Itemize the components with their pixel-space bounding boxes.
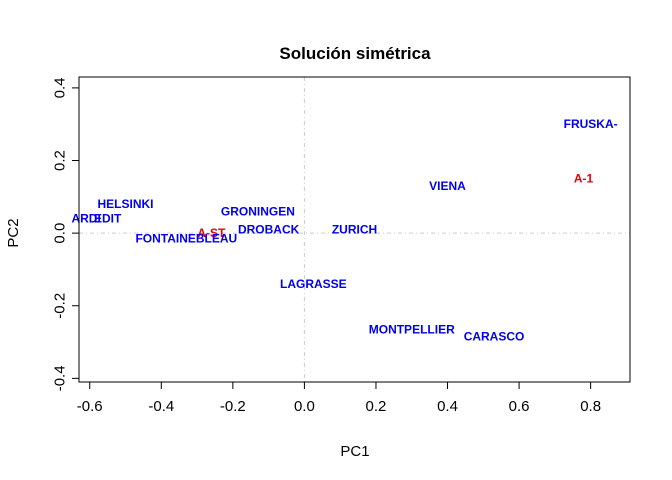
- point-label: GRONINGEN: [221, 204, 295, 218]
- point-label: FONTAINEBLEAU: [135, 232, 237, 246]
- x-tick-label: 0.2: [366, 398, 387, 415]
- y-tick-label: 0.0: [52, 223, 69, 244]
- x-tick-label: 0.0: [294, 398, 315, 415]
- y-tick-label: 0.2: [52, 150, 69, 171]
- point-label: A-1: [574, 172, 594, 186]
- x-tick-label: 0.4: [437, 398, 458, 415]
- point-label: LAGRASSE: [280, 277, 347, 291]
- x-tick-label: -0.2: [220, 398, 246, 415]
- reference-lines: [79, 77, 630, 382]
- point-label: ZURICH: [332, 223, 377, 237]
- point-label: CARASCO: [464, 330, 525, 344]
- plot-frame: [78, 76, 631, 383]
- axes: -0.6 -0.4 -0.2 0.0 0.2 0.4 0.6 0.8 -0.4 -0.2 0.0 0.…: [52, 77, 602, 415]
- chart-title: Solución simétrica: [279, 44, 431, 63]
- x-tick-label: -0.6: [77, 398, 103, 415]
- x-tick-label: 0.6: [509, 398, 530, 415]
- x-axis-label: PC1: [340, 443, 369, 460]
- y-tick-label: 0.4: [52, 77, 69, 98]
- x-tick-label: -0.4: [148, 398, 174, 415]
- y-tick-label: -0.2: [52, 293, 69, 319]
- y-tick-label: -0.4: [52, 365, 69, 391]
- point-labels: FRUSKA-A-1VIENAHELSINKIGRONINGENARDIEDIT…: [71, 117, 617, 343]
- point-label: VIENA: [429, 179, 466, 193]
- x-tick-label: 0.8: [580, 398, 601, 415]
- point-label: FRUSKA-: [564, 117, 618, 131]
- point-label: DROBACK: [238, 223, 300, 237]
- point-label: EDIT: [94, 212, 122, 226]
- y-axis-label: PC2: [5, 218, 22, 247]
- point-label: HELSINKI: [98, 197, 154, 211]
- point-label: A-ST: [197, 226, 226, 240]
- point-label: MONTPELLIER: [369, 322, 455, 336]
